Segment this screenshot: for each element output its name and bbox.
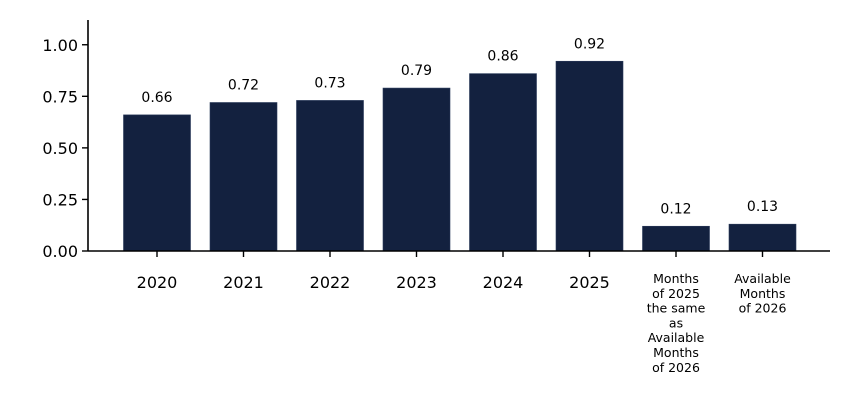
bar [469, 73, 537, 252]
bars [123, 60, 797, 252]
bar [555, 60, 624, 252]
y-tick-label: 1.00 [42, 36, 78, 55]
x-tick-label: 2023 [396, 273, 437, 292]
bar-value-label: 0.12 [660, 201, 691, 217]
x-tick-label: Available Months of 2026 [734, 271, 791, 316]
x-axis-ticks: 2020 2021 2022 2023 2024 2025 Months of 2025 the… [137, 251, 791, 375]
bar [209, 102, 278, 252]
bar [382, 87, 451, 252]
y-axis-ticks: 0.00 0.25 0.50 0.75 1.00 [42, 36, 88, 261]
bar-value-label: 0.73 [314, 75, 345, 91]
x-tick-label: 2024 [483, 273, 524, 292]
bar-value-label: 0.92 [574, 36, 605, 52]
bar [728, 223, 797, 252]
x-tick-label: 2021 [223, 273, 264, 292]
bar [642, 225, 710, 252]
x-tick-label: 2022 [310, 273, 351, 292]
x-tick-label: 2020 [137, 273, 178, 292]
bar [296, 100, 364, 252]
bar-value-label: 0.86 [487, 49, 518, 65]
bar-value-label: 0.72 [228, 78, 259, 94]
x-tick-label: Months of 2025 the same as Available Months of… [647, 271, 706, 375]
bar-value-label: 0.66 [141, 90, 172, 106]
bar-value-label: 0.79 [401, 63, 432, 79]
y-tick-label: 0.00 [42, 242, 78, 261]
bar [123, 114, 191, 252]
bar-value-label: 0.13 [747, 199, 778, 215]
y-tick-label: 0.50 [42, 139, 78, 158]
data-labels: 0.66 0.72 0.73 0.79 0.86 0.92 0.12 0.13 [141, 36, 778, 217]
y-tick-label: 0.75 [42, 87, 78, 106]
y-tick-label: 0.25 [42, 190, 78, 209]
x-tick-label: 2025 [569, 273, 610, 292]
